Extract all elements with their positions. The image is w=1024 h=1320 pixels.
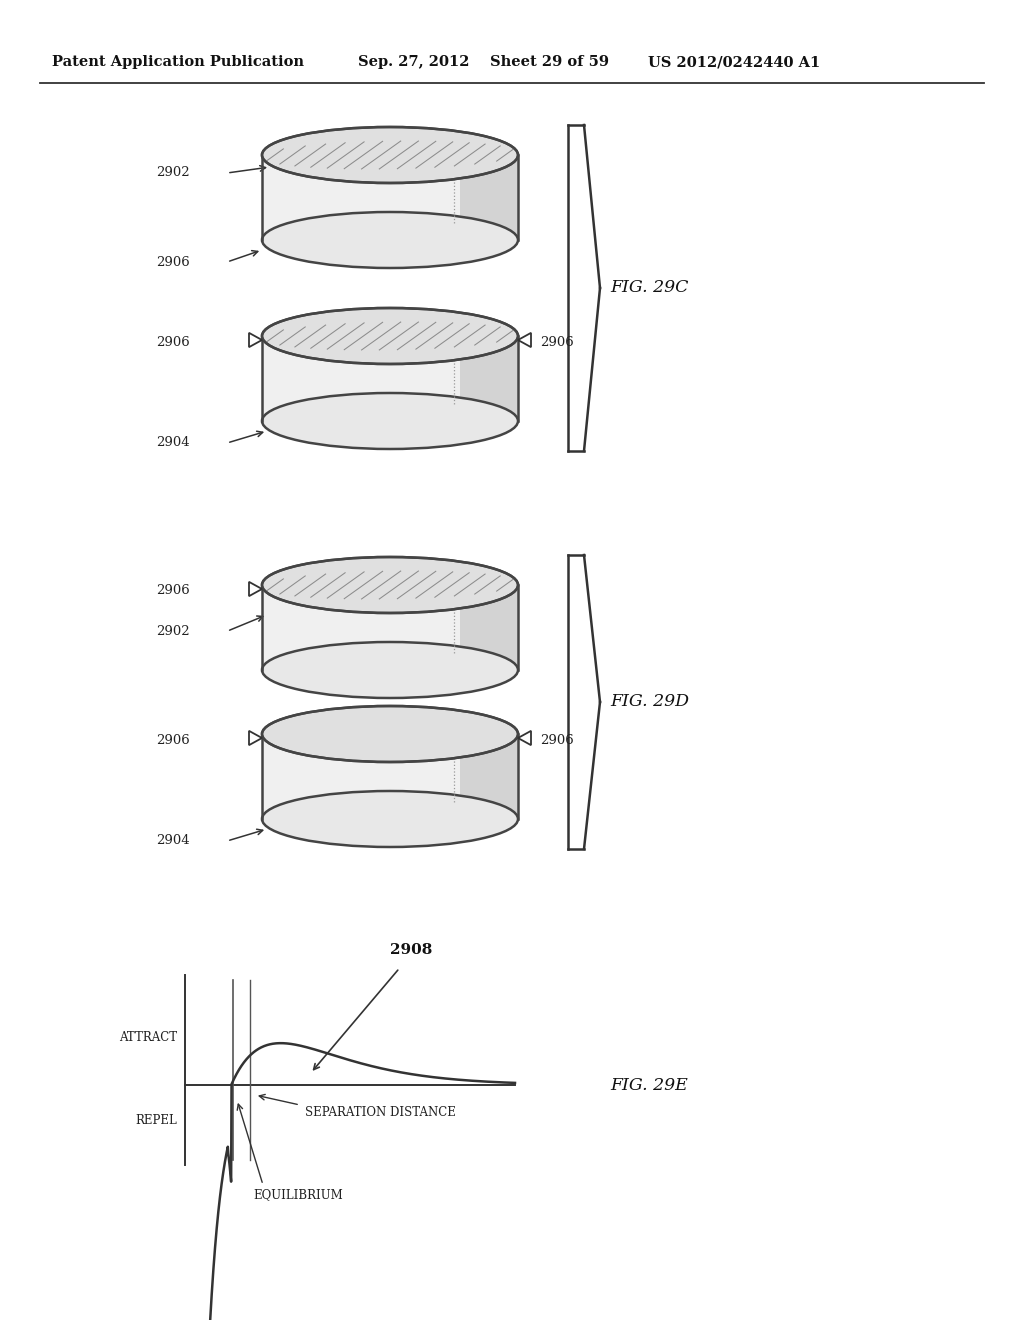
Bar xyxy=(461,734,518,818)
Ellipse shape xyxy=(262,308,518,364)
Bar xyxy=(262,154,518,240)
Text: SEPARATION DISTANCE: SEPARATION DISTANCE xyxy=(305,1106,456,1119)
Bar xyxy=(262,585,518,671)
Ellipse shape xyxy=(262,791,518,847)
Ellipse shape xyxy=(262,393,518,449)
Bar xyxy=(461,154,518,240)
Ellipse shape xyxy=(262,557,518,612)
Text: Sheet 29 of 59: Sheet 29 of 59 xyxy=(490,55,609,69)
Text: US 2012/0242440 A1: US 2012/0242440 A1 xyxy=(648,55,820,69)
Text: 2906: 2906 xyxy=(157,734,190,747)
Text: 2906: 2906 xyxy=(157,585,190,598)
Bar xyxy=(461,337,518,421)
Text: ATTRACT: ATTRACT xyxy=(119,1031,177,1044)
Text: 2904: 2904 xyxy=(157,437,190,450)
Text: 2906: 2906 xyxy=(157,256,190,268)
Polygon shape xyxy=(518,731,531,746)
Bar xyxy=(262,337,518,421)
Text: FIG. 29C: FIG. 29C xyxy=(610,280,688,297)
Text: 2906: 2906 xyxy=(540,734,573,747)
Polygon shape xyxy=(518,333,531,347)
Text: FIG. 29E: FIG. 29E xyxy=(610,1077,688,1093)
Text: 2906: 2906 xyxy=(540,335,573,348)
Bar xyxy=(262,734,518,818)
Text: FIG. 29D: FIG. 29D xyxy=(610,693,689,710)
Bar xyxy=(461,585,518,671)
Ellipse shape xyxy=(262,642,518,698)
Polygon shape xyxy=(249,333,262,347)
Text: 2904: 2904 xyxy=(157,834,190,847)
Ellipse shape xyxy=(262,213,518,268)
Text: 2906: 2906 xyxy=(157,335,190,348)
Text: Sep. 27, 2012: Sep. 27, 2012 xyxy=(358,55,469,69)
Text: 2902: 2902 xyxy=(157,624,190,638)
Text: Patent Application Publication: Patent Application Publication xyxy=(52,55,304,69)
Text: 2902: 2902 xyxy=(157,166,190,180)
Text: EQUILIBRIUM: EQUILIBRIUM xyxy=(253,1188,343,1201)
Ellipse shape xyxy=(262,706,518,762)
Polygon shape xyxy=(249,582,262,597)
Text: REPEL: REPEL xyxy=(135,1114,177,1127)
Text: 2908: 2908 xyxy=(389,942,432,957)
Polygon shape xyxy=(249,731,262,746)
Ellipse shape xyxy=(262,127,518,183)
